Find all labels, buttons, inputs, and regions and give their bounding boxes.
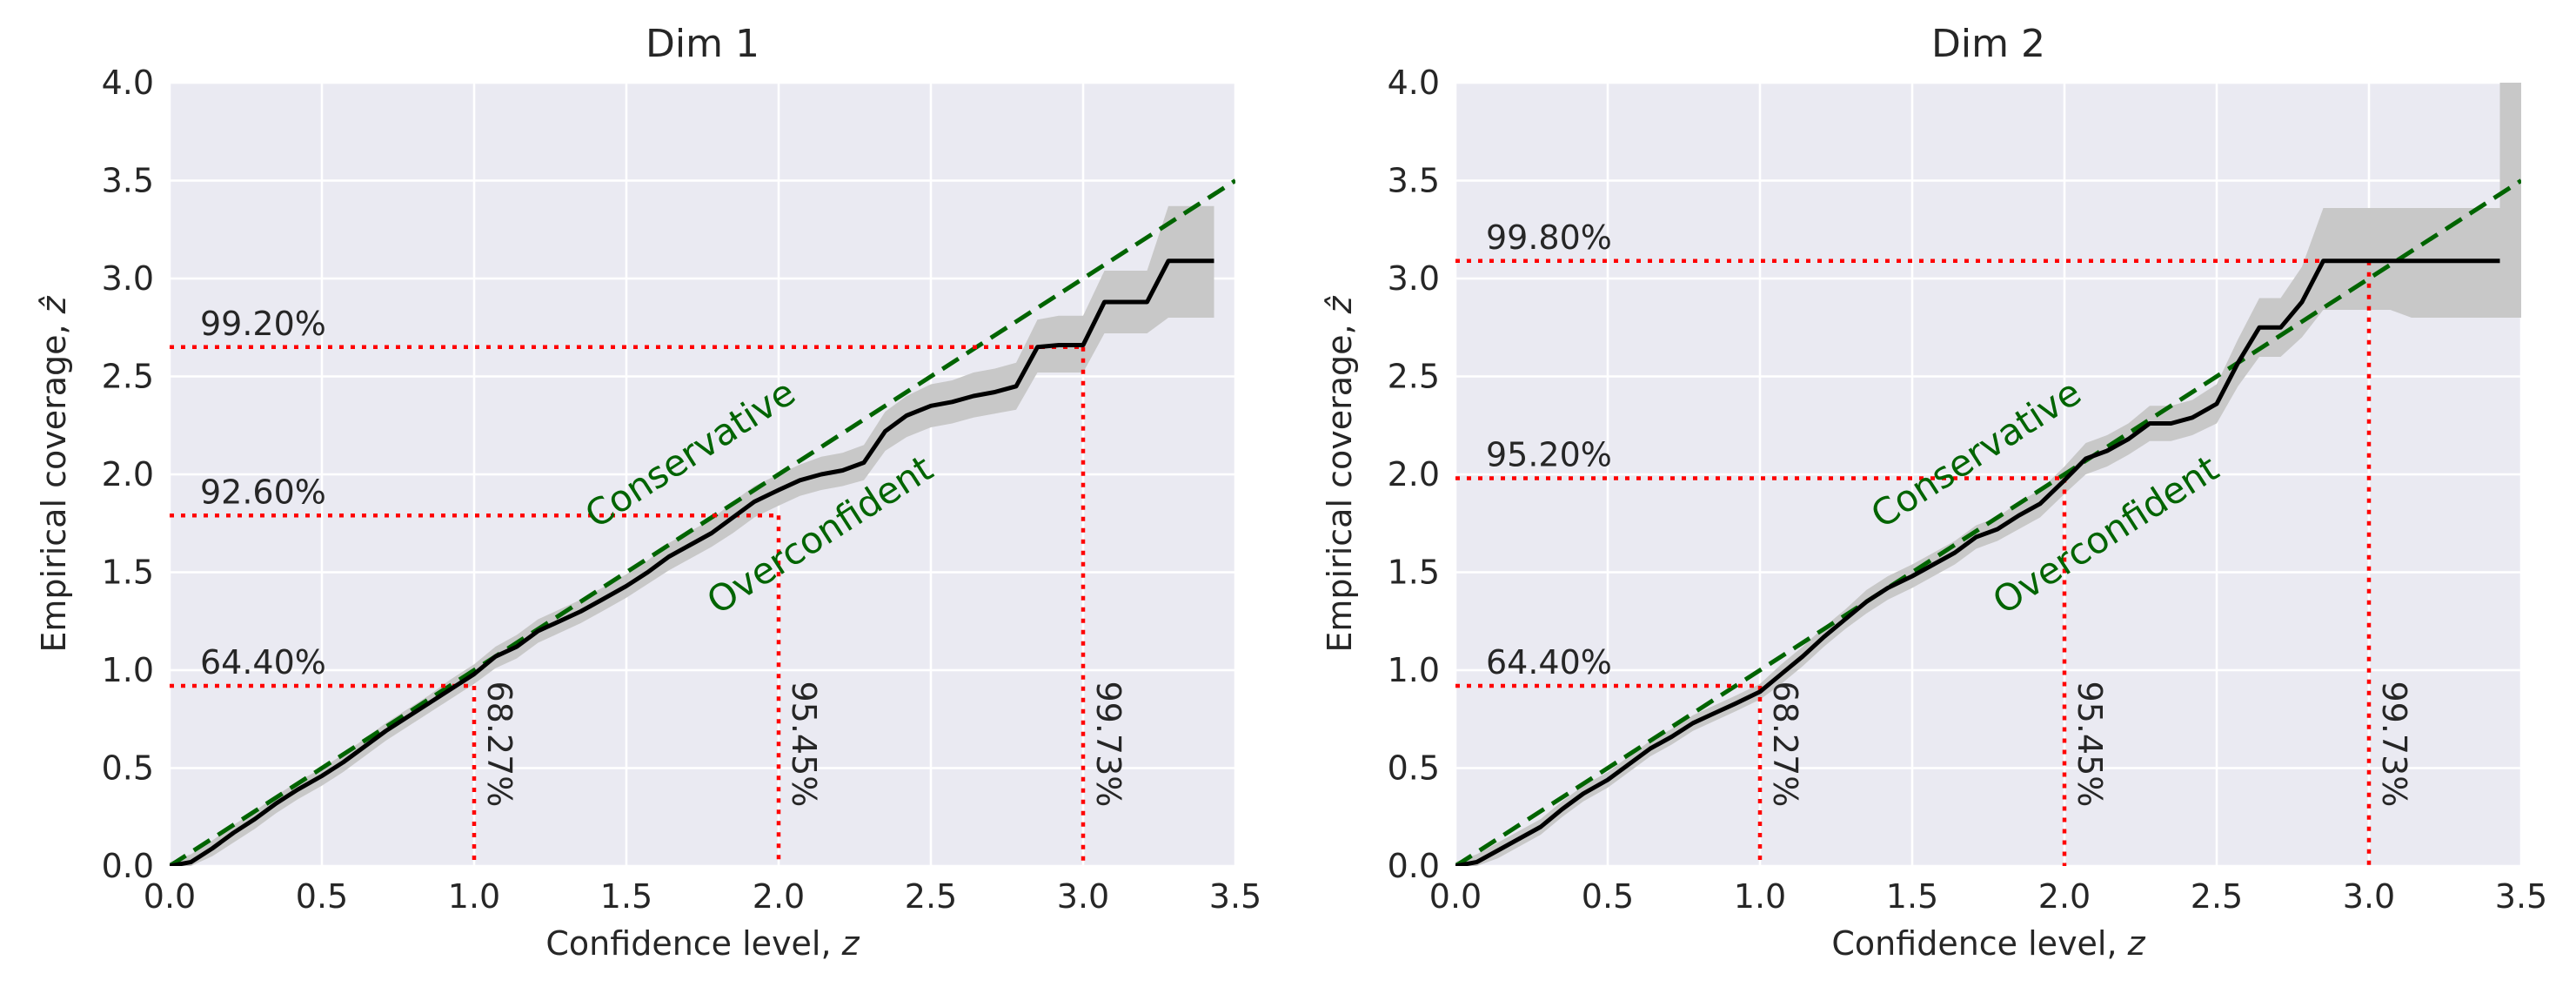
marker-label-v: 68.27% — [480, 681, 519, 808]
y-tick-label: 2.5 — [102, 358, 154, 396]
x-tick-label: 2.5 — [2191, 877, 2243, 916]
y-tick-label: 1.0 — [102, 651, 154, 689]
y-tick-label: 1.5 — [1388, 554, 1440, 592]
chart-panel-1: 64.40%68.27%92.60%95.45%99.20%99.73%Cons… — [35, 22, 1261, 963]
x-tick-label: 0.5 — [296, 877, 348, 916]
y-tick-label: 3.0 — [102, 259, 154, 298]
x-axis-label-text: Confidence level, — [545, 924, 841, 963]
marker-label-v: 99.73% — [2375, 681, 2413, 808]
coverage-curve — [1455, 258, 2500, 866]
x-axis-label-variable: z — [2127, 924, 2146, 963]
y-axis-label-text: Empirical coverage, — [1321, 313, 1359, 652]
chart-title: Dim 2 — [1931, 22, 2045, 66]
y-tick-label: 2.5 — [1388, 358, 1440, 396]
y-tick-label: 0.5 — [102, 749, 154, 788]
x-tick-label: 0.0 — [144, 877, 196, 916]
x-tick-label: 1.5 — [1886, 877, 1938, 916]
x-tick-label: 1.0 — [1734, 877, 1786, 916]
marker-label-v: 99.73% — [1089, 681, 1127, 808]
x-tick-label: 3.0 — [2343, 877, 2395, 916]
x-tick-label: 3.5 — [2495, 877, 2547, 916]
x-tick-label: 2.5 — [905, 877, 957, 916]
reference-line — [170, 178, 1235, 866]
marker-label-h: 64.40% — [1486, 643, 1612, 681]
x-tick-label: 0.0 — [1429, 877, 1482, 916]
y-tick-label: 2.0 — [1388, 455, 1440, 493]
y-tick-label: 0.0 — [102, 847, 154, 885]
coverage-curve — [170, 258, 1214, 866]
x-axis-label: Confidence level, z — [545, 924, 860, 963]
marker-label-h: 99.20% — [200, 305, 326, 343]
plot-area — [170, 178, 1235, 866]
x-tick-label: 1.0 — [448, 877, 500, 916]
y-tick-label: 3.0 — [1388, 259, 1440, 298]
x-axis-label: Confidence level, z — [1831, 924, 2145, 963]
x-tick-label: 2.0 — [753, 877, 805, 916]
marker-label-v: 95.45% — [2071, 681, 2109, 808]
x-tick-label: 2.0 — [2038, 877, 2091, 916]
y-tick-label: 1.5 — [102, 554, 154, 592]
marker-label-h: 99.80% — [1486, 218, 1612, 257]
y-axis-label-variable: ẑ — [1321, 295, 1359, 314]
y-axis-label-text: Empirical coverage, — [35, 313, 73, 652]
x-tick-label: 0.5 — [1582, 877, 1634, 916]
y-tick-label: 1.0 — [1388, 651, 1440, 689]
reference-line — [1455, 178, 2521, 866]
marker-label-h: 64.40% — [200, 643, 326, 681]
confidence-band-edge — [2499, 83, 2521, 318]
x-tick-label: 1.5 — [600, 877, 652, 916]
y-tick-label: 4.0 — [102, 64, 154, 102]
chart-panel-2: 64.40%68.27%95.20%95.45%99.80%99.73%Cons… — [1321, 22, 2547, 963]
y-tick-label: 3.5 — [1388, 162, 1440, 200]
marker-label-v: 68.27% — [1766, 681, 1804, 808]
y-tick-label: 4.0 — [1388, 64, 1440, 102]
y-axis-label-variable: ẑ — [35, 295, 73, 314]
marker-label-h: 95.20% — [1486, 436, 1612, 474]
x-tick-label: 3.0 — [1057, 877, 1109, 916]
x-tick-label: 3.5 — [1209, 877, 1261, 916]
plot-area — [1455, 83, 2521, 866]
y-tick-label: 3.5 — [102, 162, 154, 200]
y-tick-label: 0.5 — [1388, 749, 1440, 788]
y-tick-label: 2.0 — [102, 455, 154, 493]
y-axis-label: Empirical coverage, ẑ — [1321, 295, 1359, 652]
y-tick-label: 0.0 — [1388, 847, 1440, 885]
x-axis-label-variable: z — [841, 924, 860, 963]
y-axis-label: Empirical coverage, ẑ — [35, 295, 73, 652]
chart-title: Dim 1 — [646, 22, 759, 66]
marker-label-h: 92.60% — [200, 473, 326, 511]
x-axis-label-text: Confidence level, — [1831, 924, 2127, 963]
marker-label-v: 95.45% — [785, 681, 823, 808]
